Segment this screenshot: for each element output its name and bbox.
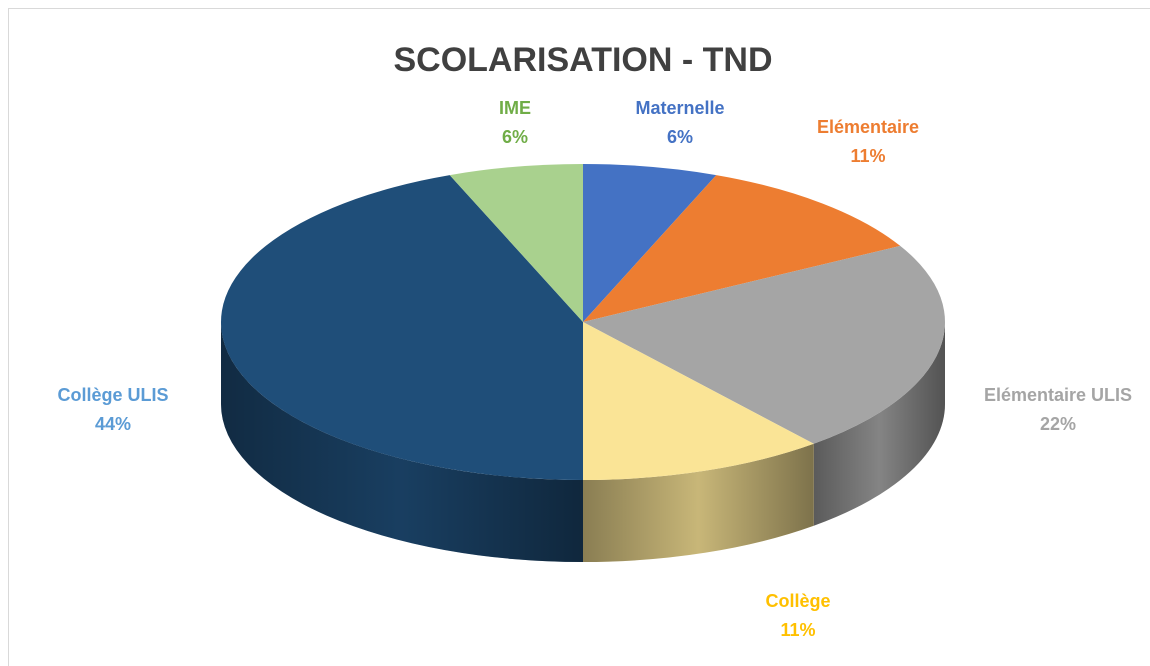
pie-side-shade — [583, 443, 814, 562]
pie-side-shade — [221, 322, 583, 562]
data-label-name: Elémentaire — [817, 117, 919, 137]
data-label-name: Collège ULIS — [57, 385, 168, 405]
pie-slice — [583, 175, 901, 322]
data-label-value: 6% — [502, 127, 528, 147]
data-label-value: 22% — [1040, 414, 1076, 434]
pie-slice — [583, 164, 717, 322]
data-label-value: 44% — [95, 414, 131, 434]
pie-slice — [449, 164, 583, 322]
chart-title: SCOLARISATION - TND — [393, 41, 772, 79]
pie-slice — [583, 322, 814, 480]
data-label-name: Maternelle — [635, 98, 724, 118]
data-label-value: 6% — [667, 127, 693, 147]
pie-slice — [220, 175, 583, 480]
data-label-name: Collège — [765, 591, 830, 611]
data-label-value: 11% — [850, 146, 885, 166]
data-label-name: Elémentaire ULIS — [984, 385, 1132, 405]
data-label-name: IME — [499, 98, 531, 118]
pie-slice — [583, 245, 946, 444]
pie-side-shade — [813, 322, 945, 526]
data-label-value: 11% — [780, 620, 815, 640]
